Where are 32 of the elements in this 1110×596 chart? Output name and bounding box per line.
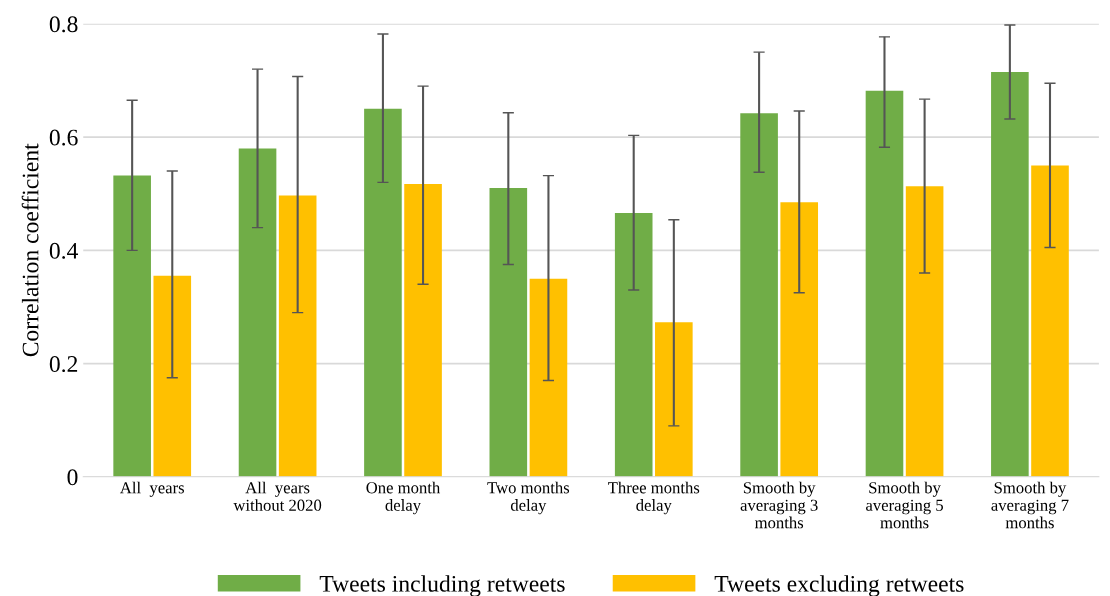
bar bbox=[991, 71, 1029, 477]
bar bbox=[780, 202, 819, 477]
bar bbox=[740, 113, 778, 477]
bar bbox=[1031, 165, 1069, 477]
bar bbox=[113, 175, 151, 477]
bar bbox=[655, 322, 693, 477]
legend-label: Tweets excluding retweets bbox=[714, 575, 964, 596]
x-tick-label: All years without 2020 bbox=[233, 481, 322, 511]
y-axis-title: Correlation coefficient bbox=[21, 143, 39, 357]
x-tick-label: Smooth by averaging 3 months bbox=[740, 481, 818, 529]
x-tick-label: One month delay bbox=[366, 481, 441, 515]
legend-label: Tweets including retweets bbox=[319, 575, 565, 596]
bar bbox=[153, 275, 192, 477]
x-tick-label: Three months delay bbox=[608, 481, 700, 515]
y-tick-label: 0.6 bbox=[49, 129, 78, 146]
bar bbox=[614, 212, 653, 477]
bar bbox=[529, 278, 568, 477]
bar bbox=[238, 148, 277, 477]
y-tick-label: 0.8 bbox=[49, 16, 78, 33]
x-tick-label: Two months delay bbox=[487, 481, 570, 515]
y-tick-label: 0.2 bbox=[49, 356, 78, 373]
y-tick-label: 0.4 bbox=[49, 242, 79, 259]
bar bbox=[905, 186, 944, 477]
x-tick-label: Smooth by averaging 7 months bbox=[991, 481, 1069, 529]
y-tick-label: 0 bbox=[67, 469, 78, 486]
bar bbox=[865, 90, 904, 477]
bar bbox=[489, 188, 528, 477]
x-tick-label: All years bbox=[119, 481, 185, 497]
x-tick-label: Smooth by averaging 5 months bbox=[866, 481, 943, 529]
bar bbox=[404, 184, 442, 477]
bar bbox=[278, 195, 317, 477]
bar bbox=[364, 108, 402, 477]
